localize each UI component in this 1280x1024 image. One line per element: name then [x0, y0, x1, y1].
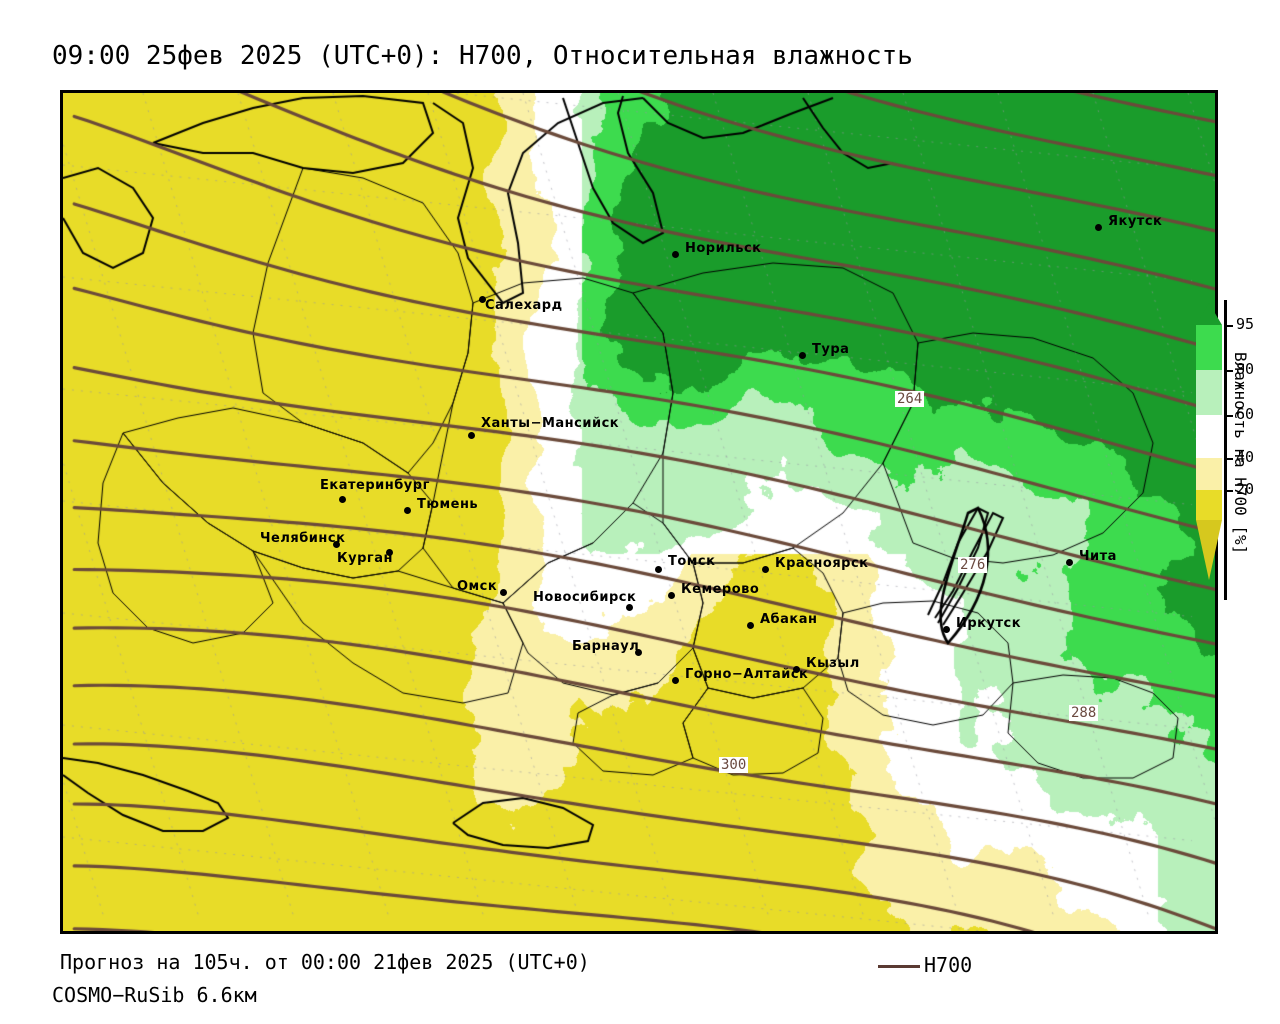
city-marker: [655, 566, 662, 573]
city-marker: [404, 507, 411, 514]
city-label: Норильск: [685, 241, 762, 256]
h700-legend-line: [878, 965, 920, 968]
colorbar-tick-label: 40: [1236, 448, 1255, 466]
h700-legend-label: H700: [924, 953, 973, 977]
colorbar-segment-20-40: [1196, 458, 1222, 490]
colorbar-tick-label: 20: [1236, 480, 1255, 498]
colorbar-tick: [1224, 490, 1233, 492]
city-label: Ханты−Мансийск: [481, 416, 620, 431]
colorbar-axis: [1224, 300, 1227, 600]
city-marker: [668, 592, 675, 599]
city-marker: [333, 541, 340, 548]
city-marker: [468, 432, 475, 439]
colorbar-tick-label: 80: [1236, 360, 1255, 378]
city-marker: [635, 649, 642, 656]
forecast-info: Прогноз на 105ч. от 00:00 21фев 2025 (UT…: [60, 950, 590, 974]
city-marker: [626, 604, 633, 611]
city-label: Тура: [812, 342, 850, 357]
colorbar-tick: [1224, 458, 1233, 460]
colorbar: [1196, 303, 1222, 580]
city-marker: [762, 566, 769, 573]
contour-label: 288: [1069, 705, 1099, 721]
city-label: Якутск: [1108, 214, 1163, 229]
city-marker: [672, 677, 679, 684]
city-marker: [500, 589, 507, 596]
city-label: Омск: [457, 579, 498, 594]
city-marker: [1095, 224, 1102, 231]
city-label: Чита: [1079, 549, 1117, 564]
city-label: Екатеринбург: [320, 478, 430, 493]
city-label: Томск: [668, 554, 716, 569]
page-title: 09:00 25фев 2025 (UTC+0): H700, Относите…: [52, 41, 913, 71]
colorbar-segment-below-20: [1196, 490, 1222, 520]
map-frame[interactable]: Якутск Норильск Салехард Тура Ханты−Мансийск…: [60, 90, 1218, 934]
city-marker: [386, 549, 393, 556]
city-label: Горно−Алтайск: [685, 667, 809, 682]
city-marker: [672, 251, 679, 258]
colorbar-tick-label: 95: [1236, 315, 1255, 333]
colorbar-tick: [1224, 325, 1233, 327]
colorbar-top-arrow: [1196, 303, 1222, 325]
city-label: Салехард: [485, 298, 563, 313]
city-label: Тюмень: [417, 497, 479, 512]
city-label: Челябинск: [260, 531, 346, 546]
city-marker: [339, 496, 346, 503]
city-marker: [799, 352, 806, 359]
colorbar-tick: [1224, 370, 1233, 372]
city-label: Абакан: [760, 612, 818, 627]
colorbar-segment-80-95: [1196, 325, 1222, 370]
city-label: Курган: [337, 551, 393, 566]
city-marker: [479, 296, 486, 303]
colorbar-bottom-arrow: [1196, 520, 1222, 580]
colorbar-segment-60-80: [1196, 370, 1222, 415]
map-canvas[interactable]: [63, 93, 1215, 931]
model-info: COSMO−RuSib 6.6км: [52, 983, 257, 1007]
colorbar-segment-40-60: [1196, 415, 1222, 458]
city-label: Иркутск: [956, 616, 1022, 631]
colorbar-tick-label: 60: [1236, 405, 1255, 423]
colorbar-tick: [1224, 415, 1233, 417]
city-label: Новосибирск: [533, 590, 637, 605]
contour-label: 276: [958, 557, 988, 573]
city-label: Кемерово: [681, 582, 760, 597]
city-marker: [943, 626, 950, 633]
colorbar-axis-title: Влажность на H700 [%]: [1231, 352, 1250, 555]
city-label: Кызыл: [806, 656, 860, 671]
city-label: Красноярск: [775, 556, 869, 571]
contour-label: 264: [895, 391, 925, 407]
city-label: Барнаул: [572, 639, 640, 654]
city-marker: [747, 622, 754, 629]
contour-label: 300: [719, 757, 749, 773]
city-marker: [793, 666, 800, 673]
city-marker: [1066, 559, 1073, 566]
